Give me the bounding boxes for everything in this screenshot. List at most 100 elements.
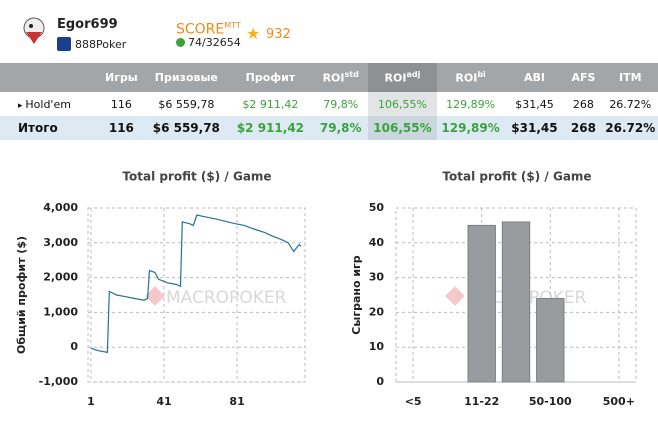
- y-tick-label: 3,000: [43, 236, 78, 249]
- header-cell: AFS: [564, 63, 603, 92]
- table-row: Итого 116 $6 559,78 $2 911,42 79,8% 106,55% 12…: [0, 116, 658, 140]
- site-name: 888Poker: [75, 38, 127, 51]
- header-row: Игры Призовые Профит ROIstd ROIadj ROIbi ABI AF…: [0, 63, 658, 92]
- table-cell: 129,89%: [437, 92, 505, 116]
- cell-text: 106,55%: [373, 121, 432, 135]
- header-cell: ABI: [504, 63, 565, 92]
- column-label: AFS: [571, 71, 596, 84]
- column-sup: adj: [406, 70, 421, 80]
- x-tick-label: 1: [87, 395, 95, 408]
- cell-text: 129,89%: [441, 121, 500, 135]
- x-tick-label: 41: [156, 395, 171, 408]
- profit-line: [90, 214, 302, 354]
- y-tick-label: 10: [369, 340, 385, 353]
- column-sup: std: [344, 70, 359, 80]
- column-sup: bi: [477, 70, 486, 80]
- header-cell: Профит: [227, 63, 314, 92]
- y-tick-label: 4,000: [43, 201, 78, 214]
- table-cell: 116: [98, 92, 145, 116]
- table-cell: $6 559,78: [145, 92, 228, 116]
- table-cell: 129,89%: [436, 116, 505, 140]
- cell-text: 106,55%: [377, 97, 427, 111]
- column-label: ABI: [523, 71, 545, 84]
- user-name[interactable]: Egor699: [57, 17, 118, 32]
- expand-arrow: ▸: [18, 100, 26, 111]
- column-label: Призовые: [154, 71, 218, 84]
- column-label: Игры: [104, 71, 138, 84]
- cell-text: 116: [108, 121, 134, 135]
- cell-text: 116: [110, 97, 132, 111]
- y-axis-label: Общий профит ($): [15, 236, 28, 354]
- bar: [501, 221, 531, 383]
- x-tick-label: 500+: [603, 395, 635, 408]
- table-cell: ▸ Hold'em: [0, 92, 98, 116]
- rank-icon: [176, 38, 185, 47]
- header-cell: [0, 63, 98, 92]
- chart-title: Total profit ($) / Game: [122, 170, 271, 184]
- header-cell: Игры: [97, 63, 145, 92]
- site-logo: [57, 37, 71, 51]
- cell-text: 79,8%: [323, 97, 359, 111]
- cell-text: 26.72%: [605, 121, 656, 135]
- header: Egor699 888Poker SCOREMTT 74/32654 ★ 932: [0, 0, 658, 62]
- cell-text: 79,8%: [319, 121, 362, 135]
- chart-title: Total profit ($) / Game: [442, 170, 591, 184]
- cell-text: Hold'em: [25, 97, 71, 111]
- star-icon: ★: [246, 24, 261, 43]
- header-cell: ROIadj: [368, 63, 437, 92]
- stars: 932: [266, 27, 291, 42]
- cell-text: $6 559,78: [158, 97, 215, 111]
- score-text: SCORE: [176, 21, 225, 38]
- cell-text: $31,45: [511, 121, 558, 135]
- x-tick-label: 50-100: [529, 395, 572, 408]
- x-tick-label: 81: [229, 395, 244, 408]
- y-tick-label: 1,000: [43, 305, 78, 318]
- table-cell: 26.72%: [602, 116, 658, 140]
- cell-text: $31,45: [515, 97, 554, 111]
- table-cell: Итого: [0, 116, 98, 140]
- y-tick-label: 2,000: [43, 271, 78, 284]
- cell-text: 268: [570, 121, 596, 135]
- score-label: SCOREMTT: [176, 21, 241, 38]
- header-cell: ROIbi: [436, 63, 505, 92]
- x-tick-label: 11-22: [464, 395, 499, 408]
- table-cell: 268: [564, 116, 603, 140]
- table-cell: 268: [564, 92, 602, 116]
- table-cell: 106,55%: [368, 116, 437, 140]
- y-tick-label: 30: [369, 271, 385, 284]
- cell-text: Итого: [18, 121, 58, 135]
- table-cell: 79,8%: [313, 116, 369, 140]
- watermark-left: MACROPOKER: [145, 286, 287, 308]
- stats-table: Игры Призовые Профит ROIstd ROIadj ROIbi ABI AF…: [0, 63, 658, 140]
- bar: [536, 297, 565, 383]
- column-label: ROI: [322, 71, 345, 85]
- table-cell: $2 911,42: [228, 92, 313, 116]
- score-sup: MTT: [224, 21, 241, 30]
- y-tick-label: 40: [369, 236, 385, 249]
- cell-text: $2 911,42: [242, 97, 299, 111]
- y-tick-label: 0: [70, 340, 78, 353]
- table-cell: 79,8%: [313, 92, 368, 116]
- cell-text: $6 559,78: [152, 121, 220, 135]
- header-cell: Призовые: [144, 63, 228, 92]
- cell-text: 268: [572, 97, 594, 111]
- x-tick-label: <5: [405, 395, 422, 408]
- column-label: ROI: [455, 71, 478, 85]
- table-cell: $6 559,78: [144, 116, 228, 140]
- column-label: Профит: [245, 71, 296, 84]
- watermark: MACROPOKER: [166, 288, 287, 308]
- header-cell: ROIstd: [313, 63, 369, 92]
- table-cell: 26.72%: [603, 92, 658, 116]
- y-tick-label: 0: [376, 375, 384, 388]
- table-cell: $31,45: [504, 116, 565, 140]
- y-tick-label: 50: [369, 201, 385, 214]
- bar: [467, 224, 496, 383]
- y-tick-label: -1,000: [39, 375, 79, 388]
- cell-text: 129,89%: [446, 97, 496, 111]
- column-label: ITM: [619, 71, 642, 84]
- rank: 74/32654: [188, 36, 241, 49]
- y-tick-label: 20: [369, 305, 385, 318]
- table-cell: 116: [97, 116, 145, 140]
